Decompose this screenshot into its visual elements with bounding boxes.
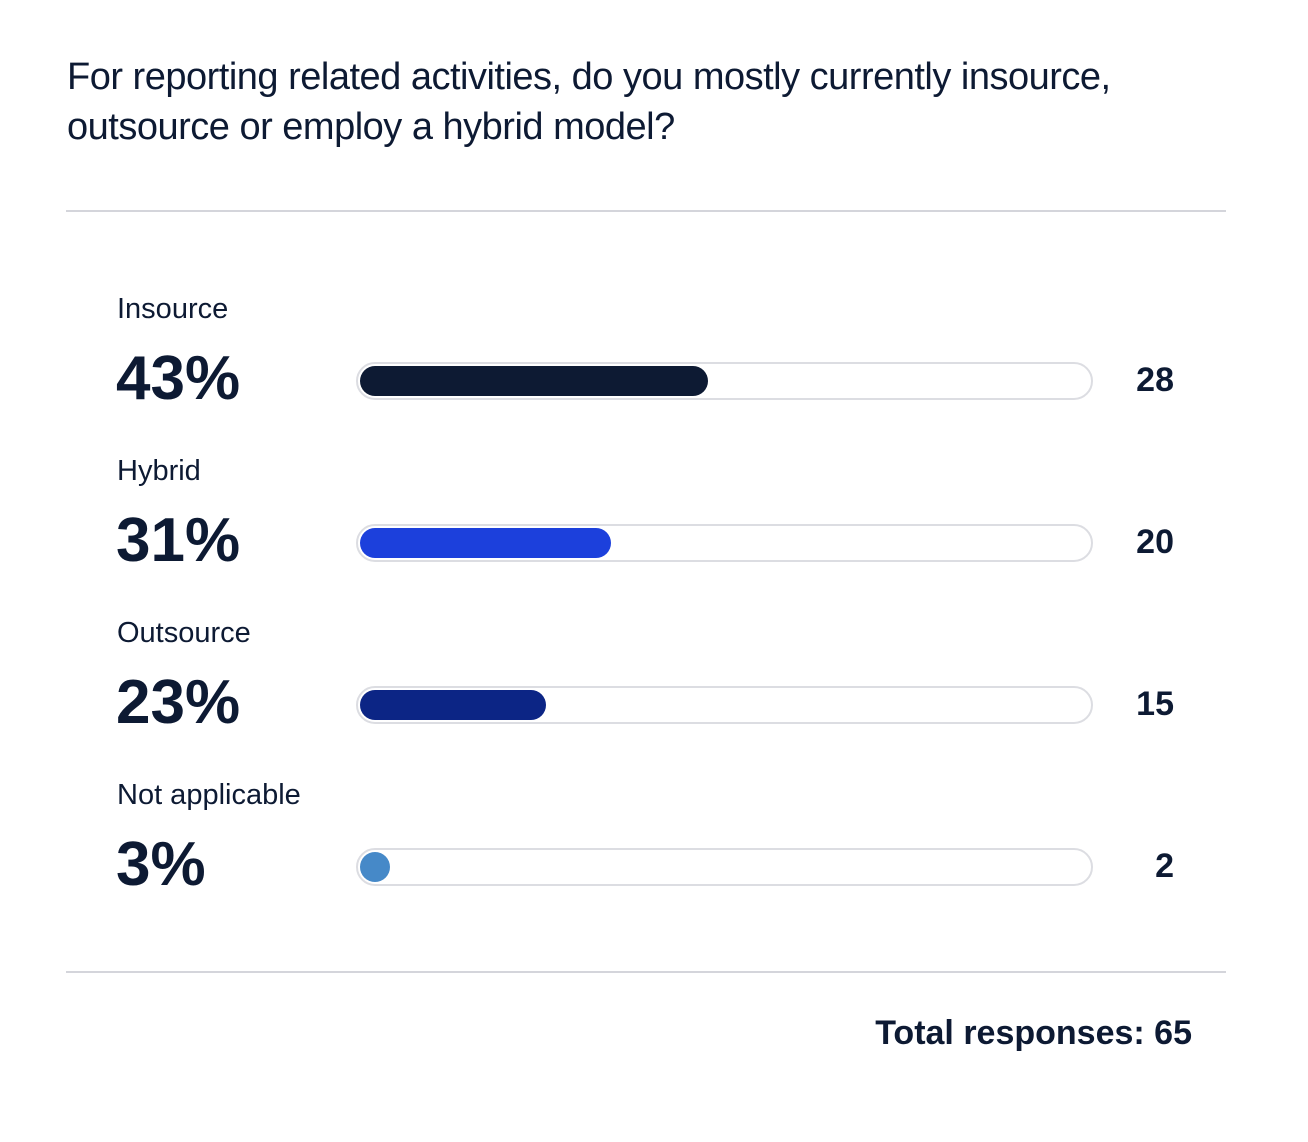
bar-row: Hybrid 31% 20 <box>0 454 1308 616</box>
top-divider <box>66 210 1226 212</box>
bar-fill <box>360 852 390 882</box>
percent-label: 31% <box>116 506 241 575</box>
percent-label: 3% <box>116 830 206 899</box>
count-label: 28 <box>1136 361 1174 399</box>
bar-track <box>356 686 1093 724</box>
category-label: Insource <box>117 293 229 325</box>
bar-row: Not applicable 3% 2 <box>0 778 1308 940</box>
bar-fill <box>360 528 612 558</box>
count-label: 2 <box>1155 847 1174 885</box>
bottom-divider <box>66 971 1226 973</box>
count-label: 15 <box>1136 685 1174 723</box>
bar-track <box>356 362 1093 400</box>
bar-fill <box>360 366 709 396</box>
percent-label: 43% <box>116 344 241 413</box>
percent-label: 23% <box>116 668 241 737</box>
bar-row: Insource 43% 28 <box>0 292 1308 454</box>
bar-track <box>356 848 1093 886</box>
category-label: Hybrid <box>117 455 201 487</box>
total-responses: Total responses: 65 <box>875 1014 1192 1052</box>
count-label: 20 <box>1136 523 1174 561</box>
chart-title: For reporting related activities, do you… <box>67 56 1111 148</box>
bar-row: Outsource 23% 15 <box>0 616 1308 778</box>
bar-track <box>356 524 1093 562</box>
bar-fill <box>360 690 547 720</box>
category-label: Not applicable <box>117 779 301 811</box>
category-label: Outsource <box>117 617 251 649</box>
